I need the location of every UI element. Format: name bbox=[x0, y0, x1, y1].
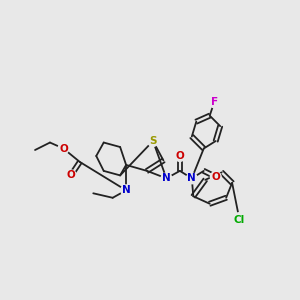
Text: O: O bbox=[59, 143, 68, 154]
Circle shape bbox=[210, 172, 221, 182]
Text: N: N bbox=[122, 185, 130, 195]
Circle shape bbox=[186, 173, 197, 184]
Circle shape bbox=[58, 143, 69, 154]
Circle shape bbox=[148, 136, 158, 146]
Circle shape bbox=[175, 151, 185, 161]
Text: S: S bbox=[149, 136, 157, 146]
Text: Cl: Cl bbox=[234, 215, 245, 225]
Text: O: O bbox=[211, 172, 220, 182]
Text: F: F bbox=[211, 97, 218, 107]
Text: N: N bbox=[188, 173, 196, 183]
Circle shape bbox=[65, 170, 76, 181]
Text: O: O bbox=[176, 151, 184, 161]
Text: O: O bbox=[67, 170, 75, 180]
Circle shape bbox=[161, 173, 172, 184]
Text: N: N bbox=[162, 173, 171, 183]
Circle shape bbox=[209, 97, 220, 108]
Circle shape bbox=[121, 185, 131, 196]
Circle shape bbox=[232, 213, 247, 228]
